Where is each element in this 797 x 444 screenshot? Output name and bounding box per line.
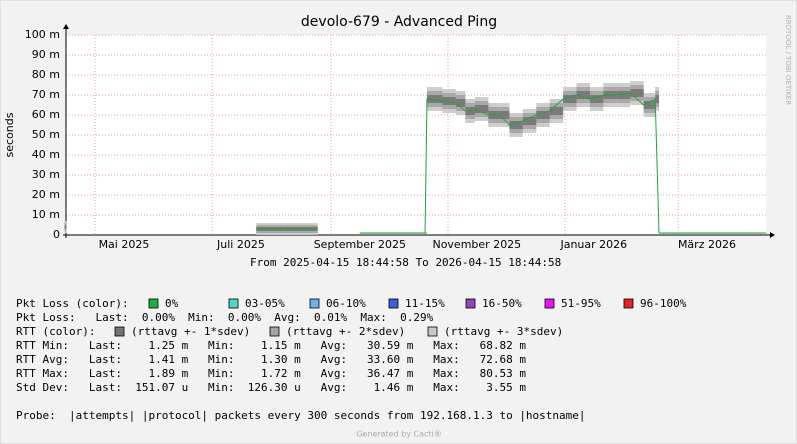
y-axis-label: seconds bbox=[3, 112, 16, 157]
x-tick-label: Juli 2025 bbox=[216, 238, 265, 251]
legend-swatch bbox=[309, 298, 320, 309]
stats-line: RTT Max: Last: 1.89 m Min: 1.72 m Avg: 3… bbox=[16, 367, 526, 380]
sdev-band bbox=[442, 97, 456, 105]
sdev-band bbox=[536, 111, 550, 119]
side-label: RRDTOOL / TOBI OETIKER bbox=[784, 15, 792, 105]
stats-line: RTT Min: Last: 1.25 m Min: 1.15 m Avg: 3… bbox=[16, 339, 526, 352]
sdev-band bbox=[474, 105, 489, 113]
time-range: From 2025-04-15 18:44:58 To 2026-04-15 1… bbox=[217, 256, 581, 269]
range-from: From bbox=[250, 256, 277, 269]
chart-title: devolo-679 - Advanced Ping bbox=[301, 14, 497, 30]
y-tick-label: 60 m bbox=[32, 108, 60, 121]
legend-label: 96-100% bbox=[640, 297, 687, 310]
generator: Generated by Cacti® bbox=[356, 430, 442, 439]
legend-swatch bbox=[544, 298, 555, 309]
legend-swatch bbox=[114, 326, 125, 337]
stats-line: Std Dev: Last: 151.07 u Min: 126.30 u Av… bbox=[16, 381, 526, 394]
y-tick-label: 80 m bbox=[32, 68, 60, 81]
x-tick-label: März 2026 bbox=[678, 238, 736, 251]
legend-label: 11-15% bbox=[405, 297, 445, 310]
sdev-band bbox=[522, 117, 537, 125]
legend-label: 0% bbox=[165, 297, 179, 310]
y-tick-label: 30 m bbox=[32, 168, 60, 181]
sdev-band bbox=[509, 121, 523, 129]
sdev-band bbox=[426, 95, 443, 103]
y-tick-label: 100 m bbox=[25, 28, 60, 41]
loss-legend-label: Pkt Loss (color): bbox=[16, 297, 129, 310]
y-tick-label: 0 bbox=[53, 228, 60, 241]
legend-swatch bbox=[269, 326, 280, 337]
sdev-band bbox=[576, 91, 590, 99]
rtt-line bbox=[256, 92, 765, 234]
sdev-band bbox=[764, 232, 767, 234]
range-to: To bbox=[416, 256, 429, 269]
y-tick-label: 50 m bbox=[32, 128, 60, 141]
legend-label: (rttavg +- 2*sdev) bbox=[286, 325, 405, 338]
sdev-band bbox=[465, 107, 475, 115]
y-tick-label: 20 m bbox=[32, 188, 60, 201]
sdev-band bbox=[549, 107, 564, 115]
x-tick-label: November 2025 bbox=[432, 238, 521, 251]
range-start: 2025-04-15 18:44:58 bbox=[283, 256, 409, 269]
sdev-band bbox=[315, 227, 318, 231]
sdev-band bbox=[563, 95, 577, 103]
y-tick-label: 90 m bbox=[32, 48, 60, 61]
legend-label: 16-50% bbox=[482, 297, 522, 310]
legend-label: 06-10% bbox=[326, 297, 366, 310]
legend-swatch bbox=[427, 326, 438, 337]
sdev-band bbox=[425, 232, 427, 234]
x-tick-label: Januar 2026 bbox=[559, 238, 627, 251]
legend-label: (rttavg +- 1*sdev) bbox=[131, 325, 250, 338]
sdev-band bbox=[589, 95, 604, 103]
axis-arrow bbox=[770, 232, 775, 238]
axis-arrow bbox=[63, 24, 69, 29]
loss-stats: Pkt Loss: Last: 0.00% Min: 0.00% Avg: 0.… bbox=[16, 311, 434, 324]
sdev-band bbox=[655, 95, 660, 103]
sdev-band bbox=[630, 89, 644, 97]
y-tick-label: 40 m bbox=[32, 148, 60, 161]
probe: Probe: |attempts| |protocol| packets eve… bbox=[16, 409, 586, 422]
sdev-band bbox=[455, 99, 466, 107]
sdev-band bbox=[616, 91, 631, 99]
legend-label: 51-95% bbox=[561, 297, 601, 310]
stats-line: RTT Avg: Last: 1.41 m Min: 1.30 m Avg: 3… bbox=[16, 353, 526, 366]
plot-area bbox=[66, 35, 766, 235]
legend-label: 03-05% bbox=[245, 297, 285, 310]
y-tick-label: 70 m bbox=[32, 88, 60, 101]
legend-swatch bbox=[228, 298, 239, 309]
legend-swatch bbox=[148, 298, 159, 309]
legend-label: (rttavg +- 3*sdev) bbox=[444, 325, 563, 338]
sdev-band bbox=[499, 111, 510, 119]
legend-swatch bbox=[465, 298, 476, 309]
x-tick-label: September 2025 bbox=[314, 238, 406, 251]
legend-swatch bbox=[623, 298, 634, 309]
y-tick-label: 10 m bbox=[32, 208, 60, 221]
legend-swatch bbox=[388, 298, 399, 309]
sdev-band bbox=[64, 225, 67, 229]
x-tick-label: Mai 2025 bbox=[99, 238, 150, 251]
sdev-band bbox=[643, 101, 656, 109]
range-end: 2026-04-15 18:44:58 bbox=[435, 256, 561, 269]
rtt-legend-label: RTT (color): bbox=[16, 325, 95, 338]
